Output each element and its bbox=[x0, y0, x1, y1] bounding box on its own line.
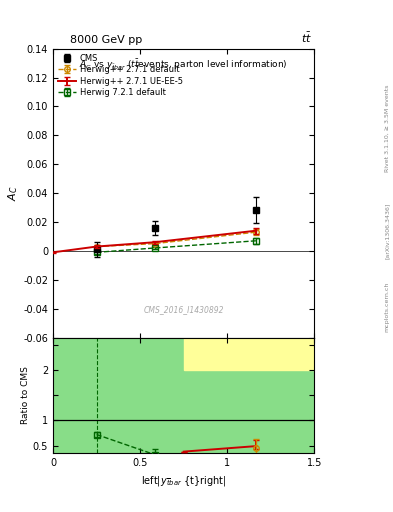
Text: Rivet 3.1.10, ≥ 3.5M events: Rivet 3.1.10, ≥ 3.5M events bbox=[385, 84, 389, 172]
Y-axis label: $A_C$: $A_C$ bbox=[7, 185, 20, 201]
Text: CMS_2016_I1430892: CMS_2016_I1430892 bbox=[143, 306, 224, 314]
Text: $A_C$ vs $y_{\bar{t}bar}$ ($t\bar{t}$events, parton level information): $A_C$ vs $y_{\bar{t}bar}$ ($t\bar{t}$eve… bbox=[79, 57, 288, 72]
Text: mcplots.cern.ch: mcplots.cern.ch bbox=[385, 282, 389, 332]
Bar bbox=[184, 337, 314, 370]
X-axis label: left$|y_{\overline{t}bar}$ {t}right|: left$|y_{\overline{t}bar}$ {t}right| bbox=[141, 474, 226, 487]
Text: 8000 GeV pp: 8000 GeV pp bbox=[70, 35, 142, 45]
Y-axis label: Ratio to CMS: Ratio to CMS bbox=[21, 367, 30, 424]
Legend: CMS, Herwig++ 2.7.1 default, Herwig++ 2.7.1 UE-EE-5, Herwig 7.2.1 default: CMS, Herwig++ 2.7.1 default, Herwig++ 2.… bbox=[57, 53, 184, 98]
Text: [arXiv:1306.3436]: [arXiv:1306.3436] bbox=[385, 202, 389, 259]
Text: $t\bar{t}$: $t\bar{t}$ bbox=[301, 31, 312, 45]
